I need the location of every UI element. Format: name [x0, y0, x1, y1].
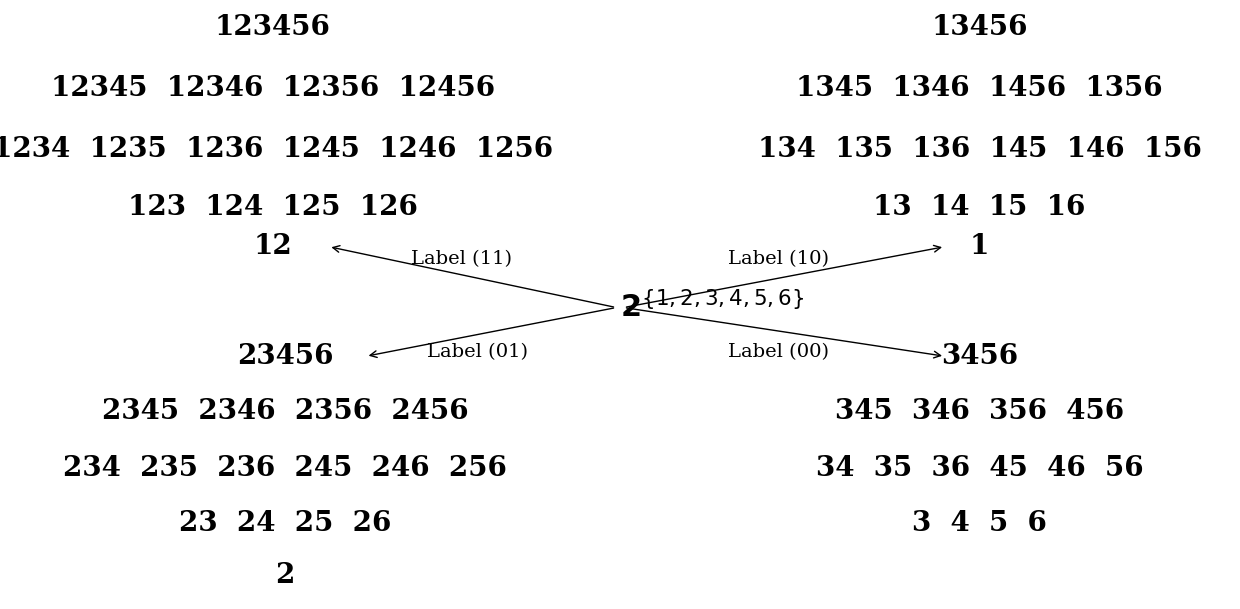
Text: 34  35  36  45  46  56: 34 35 36 45 46 56: [816, 456, 1143, 482]
Text: 1234  1235  1236  1245  1246  1256: 1234 1235 1236 1245 1246 1256: [0, 136, 553, 163]
Text: 234  235  236  245  246  256: 234 235 236 245 246 256: [63, 456, 507, 482]
Text: 13456: 13456: [931, 14, 1028, 41]
Text: Label (10): Label (10): [728, 250, 830, 268]
Text: 23  24  25  26: 23 24 25 26: [179, 510, 392, 537]
Text: Label (00): Label (00): [728, 343, 830, 361]
Text: 1: 1: [970, 233, 990, 260]
Text: $\mathbf{2}^{\{1,2,3,4,5,6\}}$: $\mathbf{2}^{\{1,2,3,4,5,6\}}$: [620, 292, 805, 323]
Text: 1345  1346  1456  1356: 1345 1346 1456 1356: [796, 75, 1163, 102]
Text: 123456: 123456: [215, 14, 331, 41]
Text: Label (11): Label (11): [410, 250, 512, 268]
Text: 2345  2346  2356  2456: 2345 2346 2356 2456: [102, 398, 469, 424]
Text: 3456: 3456: [941, 343, 1018, 370]
Text: 134  135  136  145  146  156: 134 135 136 145 146 156: [758, 136, 1202, 163]
Text: Label (01): Label (01): [427, 343, 528, 361]
Text: 2: 2: [275, 562, 295, 589]
Text: 12345  12346  12356  12456: 12345 12346 12356 12456: [51, 75, 495, 102]
Text: 13  14  15  16: 13 14 15 16: [873, 194, 1086, 220]
Text: 345  346  356  456: 345 346 356 456: [835, 398, 1125, 424]
Text: 123  124  125  126: 123 124 125 126: [128, 194, 418, 220]
Text: 12: 12: [253, 233, 293, 260]
Text: 3  4  5  6: 3 4 5 6: [913, 510, 1047, 537]
Text: 23456: 23456: [237, 343, 334, 370]
